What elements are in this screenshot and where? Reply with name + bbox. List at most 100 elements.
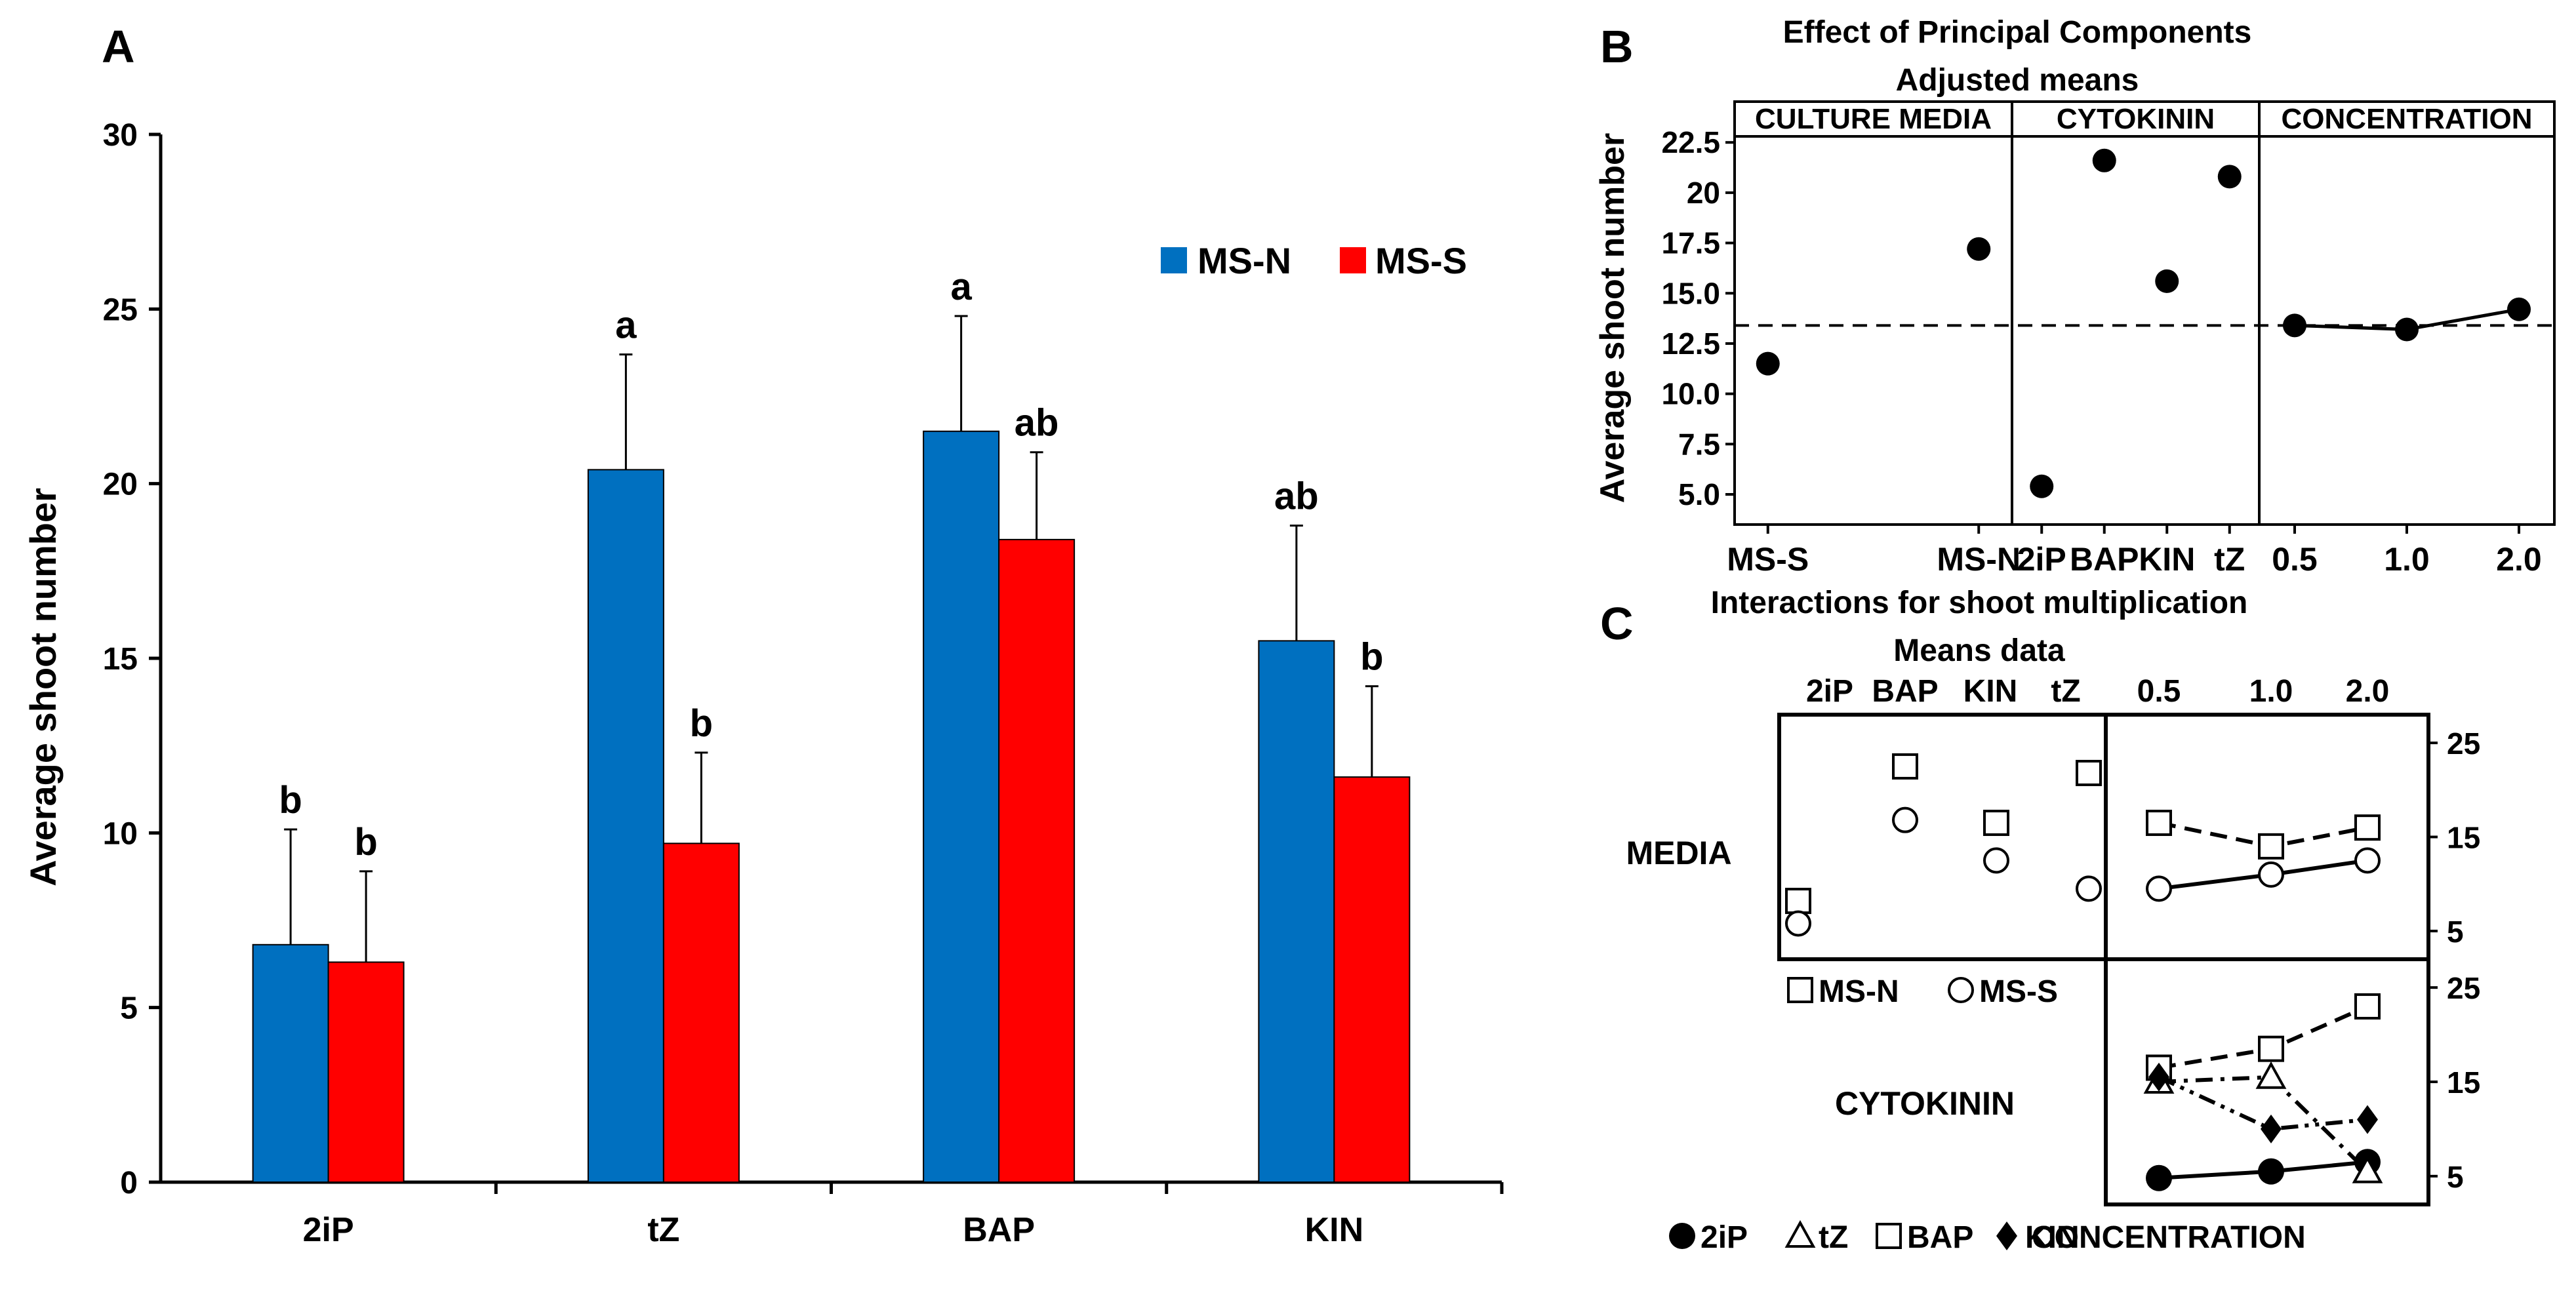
panel-c-cytokinin-tz-point (2352, 1155, 2383, 1183)
bar-ms-s-bap (998, 538, 1076, 1183)
significance-letter: b (354, 821, 377, 864)
panel-b-x-tick-label: tZ (2214, 541, 2245, 578)
panel-b-point (2030, 474, 2054, 498)
panel-c-media-ms-n-point (2354, 814, 2381, 841)
panel-c-media-legend-marker (1787, 977, 1813, 1003)
panel-c-row-label-cytokinin: CYTOKININ (1835, 1085, 2015, 1122)
panel-c-media-ms-n-point (2076, 759, 2102, 786)
panel-label-a: A (102, 21, 135, 72)
panel-c-y-tick-label: 15 (2447, 821, 2480, 855)
panel-c-cytokinin-legend-label: KIN (2025, 1220, 2080, 1255)
panel-a-x-tick-label: 2iP (303, 1211, 354, 1249)
bar-ms-n-2ip (252, 943, 329, 1183)
panel-c-media-ms-n-point (2146, 809, 2172, 836)
significance-letter: ab (1274, 475, 1319, 518)
panel-c-media-legend-marker (1948, 977, 1974, 1003)
panel-c-cytokinin-kin-point (2261, 1114, 2282, 1143)
panel-c-media-ms-n-point (1892, 753, 1918, 780)
legend-ms-n-swatch (1161, 247, 1187, 273)
panel-c-cytokinin-header: 2iP (1806, 674, 1853, 709)
panel-c-cytokinin-tz-point (2255, 1061, 2287, 1089)
panel-a-x-tick-label: tZ (647, 1211, 679, 1249)
panel-c-media-legend-label: MS-N (1819, 974, 1899, 1009)
panel-c-cytokinin-kin-point (2357, 1105, 2378, 1134)
panel-a-y-tick-label: 10 (103, 816, 138, 851)
panel-b-subtitle: Adjusted means (1896, 63, 2139, 98)
panel-b-facet-title: CYTOKININ (2057, 103, 2215, 135)
panel-b-facet-title: CONCENTRATION (2282, 103, 2533, 135)
panel-a-x-tick-label: KIN (1305, 1211, 1364, 1249)
panel-c-cytokinin-legend-marker (1996, 1221, 2017, 1250)
panel-c-media-ms-s-point (2354, 847, 2381, 874)
panel-b-facet-title: CULTURE MEDIA (1755, 103, 1992, 135)
panel-c-cytokinin-legend-suffix: CONCENTRATION (2032, 1220, 2306, 1255)
panel-b-x-tick-label: 1.0 (2384, 541, 2430, 578)
panel-c-cytokinin-2ip-point (2258, 1158, 2284, 1185)
panel-a-y-tick-label: 30 (103, 118, 138, 153)
panel-c-media-ms-s-point (2076, 875, 2102, 902)
panel-b-title: Effect of Principal Components (1783, 15, 2252, 50)
panel-c-y-tick-label: 5 (2447, 915, 2464, 949)
significance-letter: a (615, 304, 637, 347)
panel-c-cytokinin-bap-point (2258, 1035, 2284, 1062)
panel-c-concentration-header: 1.0 (2249, 674, 2293, 709)
panel-b-y-tick-label: 15.0 (1661, 276, 1720, 310)
panel-b-y-tick-label: 22.5 (1661, 125, 1720, 159)
panel-b-main-effects: Effect of Principal Components Adjusted … (1594, 15, 2556, 578)
panel-c-cytokinin-legend-label: tZ (1819, 1220, 1848, 1255)
panel-c-media-ms-n-point (1983, 809, 2009, 836)
panel-b-y-tick-label: 7.5 (1678, 427, 1720, 461)
panel-c-media-ms-s-point (2146, 875, 2172, 902)
panel-c-cytokinin-kin-point (2148, 1062, 2169, 1092)
panel-b-y-tick-label: 20 (1687, 176, 1720, 210)
panel-c-cytokinin-legend-marker (1876, 1223, 1902, 1249)
panel-c-concentration-header: 2.0 (2346, 674, 2390, 709)
legend-ms-s-label: MS-S (1375, 240, 1467, 281)
panel-c-cytokinin-legend-marker (1784, 1220, 1816, 1248)
bar-ms-s-tz (662, 843, 740, 1183)
panel-b-x-tick-label: 2.0 (2496, 541, 2542, 578)
panel-c-media-ms-n-point (2258, 833, 2284, 860)
panel-c-concentration-header: 0.5 (2137, 674, 2181, 709)
panel-c-cytokinin-header: BAP (1872, 674, 1938, 709)
panel-b-x-tick-label: MS-N (1937, 541, 2021, 578)
panel-c-y-tick-label: 15 (2447, 1065, 2480, 1100)
panel-c-media-ms-s-point (1892, 806, 1918, 833)
significance-letter: b (690, 702, 713, 745)
panel-c-media-ms-s-point (2258, 861, 2284, 888)
panel-a-legend: MS-N MS-S (1161, 240, 1467, 281)
bar-ms-n-bap (923, 430, 1000, 1183)
legend-ms-n-label: MS-N (1197, 240, 1291, 281)
panel-c-cytokinin-legend-label: BAP (1907, 1220, 1973, 1255)
panel-c-cytokinin-header: tZ (2051, 674, 2080, 709)
panel-c-cytokinin-legend-label: 2iP (1701, 1220, 1748, 1255)
panel-b-x-tick-label: BAP (2070, 541, 2139, 578)
panel-c-cytokinin-2ip-point (2146, 1164, 2172, 1191)
significance-letter: b (279, 779, 302, 822)
panel-b-y-tick-label: 17.5 (1661, 226, 1720, 260)
panel-a-y-tick-label: 15 (103, 642, 138, 677)
panel-a-x-tick-label: BAP (963, 1211, 1035, 1249)
significance-letter: a (950, 266, 972, 308)
panel-label-b: B (1600, 21, 1634, 72)
panel-b-point (1756, 351, 1780, 376)
bar-ms-n-tz (587, 469, 664, 1183)
bar-ms-s-2ip (327, 961, 405, 1183)
panel-b-x-tick-label: 0.5 (2272, 541, 2318, 578)
panel-c-cytokinin-header: KIN (1963, 674, 2018, 709)
panel-c-media-legend-label: MS-S (1979, 974, 2058, 1009)
panel-b-point (2507, 297, 2531, 321)
panel-label-c: C (1600, 598, 1634, 649)
panel-b-point (2155, 269, 2179, 293)
panel-b-point (1967, 237, 1991, 261)
panel-a-y-tick-label: 5 (120, 991, 138, 1026)
panel-c-media-ms-n-point (1785, 888, 1811, 915)
panel-b-y-tick-label: 10.0 (1661, 377, 1720, 411)
panel-b-frame (1733, 100, 2556, 526)
panel-c-title: Interactions for shoot multiplication (1711, 586, 2248, 620)
panel-a-bar-chart: Average shoot number MS-N MS-S 0 5 10 15 20 2… (22, 118, 1504, 1249)
bar-ms-n-kin (1258, 640, 1335, 1183)
panel-b-point (2217, 165, 2242, 189)
panel-c-media-ms-s-point (1785, 910, 1811, 937)
